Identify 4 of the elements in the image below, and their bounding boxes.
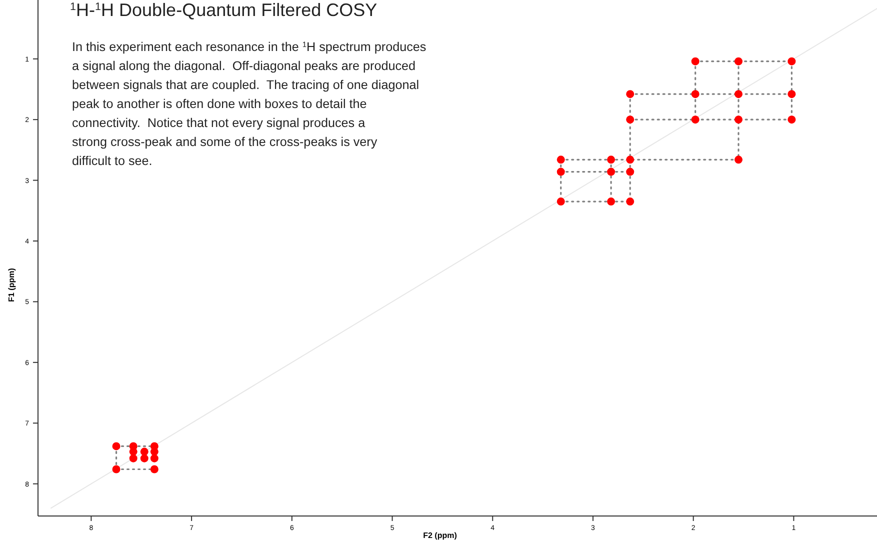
chart-title: $^{1}$H-$^{1}$H Double-Quantum Filtered COSY: [70, 0, 378, 20]
y-axis-title: F1 (ppm): [7, 268, 16, 302]
text: In this experiment each resonance in the $^{1}$H spectrum produces a signal along the diagonal. Off-diagonal peaks are produced between signals that are coupled. The tracing of one diagonal peak to another is often done with boxes to detail the connectivity. Notice that not every signal produces a strong cross-peak and some of the cross-peaks is very difficult to see.: [72, 40, 426, 168]
x-axis-title: F2 (ppm): [423, 531, 458, 540]
